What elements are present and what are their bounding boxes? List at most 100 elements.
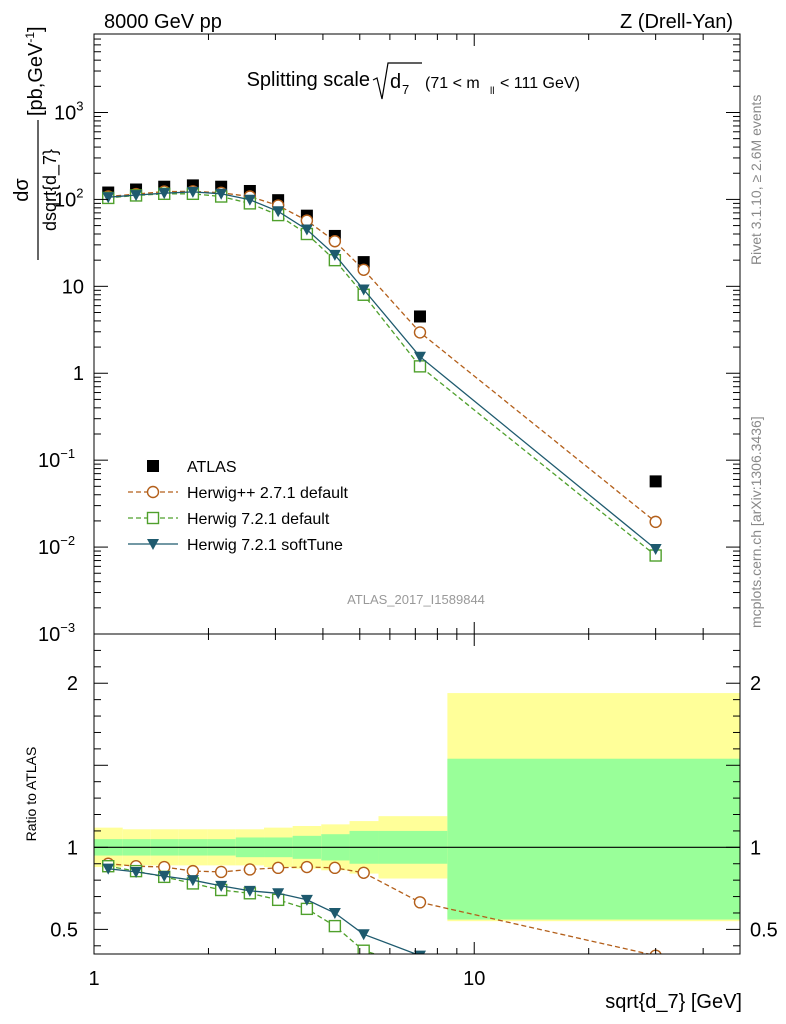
- legend-label-3: Herwig 7.2.1 softTune: [187, 537, 343, 554]
- ratio-plot-frame: [93, 633, 741, 955]
- analysis-id: ATLAS_2017_I1589844: [347, 592, 485, 607]
- ylabel-unit-sup: -1: [23, 32, 37, 43]
- legend-label-0: ATLAS: [187, 459, 237, 476]
- main-series-3-point-1: [130, 190, 143, 202]
- ratio-series-1-point-9: [357, 944, 370, 954]
- y-tick-label-4: 10: [62, 276, 84, 298]
- uncertainty-band-green-11: [447, 758, 740, 920]
- y-tick-label-6: 103: [54, 98, 83, 124]
- main-series-3-point-0: [102, 192, 115, 204]
- ratio-series-2-point-1: [130, 866, 143, 878]
- series-2: [102, 187, 662, 562]
- y-axis-label: dσ dsqrt{d_7} [pb,GeV-1]: [11, 26, 61, 260]
- main-series-1-point-7: [300, 214, 314, 227]
- ylabel-den: dsqrt{d_7}: [40, 149, 61, 231]
- main-series-3-point-7: [300, 224, 313, 236]
- main-series-3-point-4: [215, 188, 228, 200]
- ylabel-unit: [pb,GeV-1]: [23, 26, 47, 116]
- main-series-3-point-11: [649, 544, 662, 556]
- plot-title: Splitting scale d 7 (71 < m ll < 111 GeV…: [247, 62, 580, 100]
- ratio-series-2-point-11: [650, 979, 662, 990]
- ratio-y-tick-label-left-1: 1: [67, 837, 78, 859]
- ratio-y-tick-label-left-2: 2: [67, 673, 78, 695]
- header-right: Z (Drell-Yan): [620, 11, 733, 33]
- legend-label-2: Herwig 7.2.1 default: [187, 511, 330, 528]
- ratio-series-0-point-10: [413, 896, 427, 909]
- y-tick-label-0: 10−3: [38, 620, 75, 646]
- ratio-y-tick-label-right-1: 1: [750, 837, 761, 859]
- legend-label-1: Herwig++ 2.7.1 default: [187, 485, 349, 502]
- ratio-series-2-point-3: [186, 875, 199, 887]
- ylabel-num: dσ: [11, 178, 33, 202]
- ratio-series-0: [102, 857, 662, 954]
- main-series-3-point-3: [186, 186, 199, 198]
- ratio-series-0-point-7: [300, 860, 314, 874]
- y-tick-label-1: 10−2: [38, 533, 75, 559]
- legend-marker-2: [146, 511, 160, 525]
- main-series-3-point-6: [272, 206, 285, 218]
- main-series-1-point-11: [649, 515, 662, 529]
- ratio-y-tick-label-right-2: 2: [750, 673, 761, 695]
- ratio-series-2-line: [108, 868, 418, 954]
- series-3: [102, 186, 662, 556]
- main-series-1-point-9: [357, 263, 370, 276]
- legend-entry-2: Herwig 7.2.1 default: [128, 511, 330, 528]
- y-tick-label-3: 1: [73, 363, 84, 385]
- ylabel-unit-text: [pb,GeV: [25, 42, 47, 116]
- y-tick-label-5: 102: [54, 185, 83, 211]
- ratio-plot-panel: 0.5 0.5 1 1 2 2 1 10: [50, 633, 778, 990]
- legend-entry-1: Herwig++ 2.7.1 default: [128, 485, 349, 502]
- legend: ATLAS Herwig++ 2.7.1 default Herwig 7.2.1 …: [128, 459, 349, 554]
- ratio-series-2-point-2: [158, 871, 171, 883]
- legend-marker-0: [147, 460, 159, 472]
- legend-entry-0: ATLAS: [147, 459, 237, 476]
- ratio-series-0-point-9: [357, 866, 370, 879]
- main-series-3-line: [108, 191, 657, 550]
- ratio-y-tick-label-left-0: 0.5: [50, 919, 78, 941]
- ratio-series-2: [102, 863, 662, 990]
- sqrt-sign: [372, 62, 422, 100]
- main-series-1-point-10: [413, 326, 427, 339]
- ratio-series-2-point-9: [357, 929, 370, 941]
- main-plot-panel: 10−3 10−2 10−1 1 10 102 103: [38, 33, 741, 646]
- ylabel-unit-end: ]: [25, 26, 47, 32]
- ratio-series-2-point-0: [102, 863, 115, 875]
- title-cut-sub: ll: [490, 86, 494, 97]
- ratio-series-0-point-3: [186, 864, 200, 878]
- ratio-y-label: Ratio to ATLAS: [23, 747, 39, 842]
- main-series-3-point-9: [357, 284, 370, 296]
- main-series-3-point-2: [158, 188, 171, 200]
- legend-marker-3: [147, 539, 159, 550]
- main-series-3-point-5: [243, 194, 256, 206]
- ratio-series-2-point-6: [272, 888, 285, 900]
- series-0: [102, 179, 662, 488]
- title-symbol-sub: 7: [402, 82, 409, 97]
- ratio-series-2-point-5: [243, 885, 256, 897]
- y-tick-label-2: 10−1: [38, 446, 75, 472]
- ratio-series-0-point-8: [328, 861, 342, 875]
- ratio-series-2-point-10: [413, 950, 426, 954]
- ratio-series-2-point-8: [328, 907, 341, 919]
- ratio-series-0-point-5: [243, 863, 257, 876]
- title-text: Splitting scale: [247, 69, 370, 91]
- legend-entry-3: Herwig 7.2.1 softTune: [128, 537, 343, 554]
- series-1: [102, 185, 662, 529]
- main-series-3-point-8: [328, 249, 341, 261]
- ratio-series-1-point-10: [414, 962, 425, 973]
- mcplots-reference: mcplots.cern.ch [arXiv:1306.3436]: [748, 416, 764, 628]
- main-series-0-point-11: [649, 475, 662, 488]
- title-symbol: d: [390, 71, 401, 93]
- header-left: 8000 GeV pp: [104, 11, 222, 33]
- ratio-series-0-point-4: [214, 865, 228, 879]
- main-series-0-point-10: [413, 310, 426, 323]
- title-cut-end: < 111 GeV): [500, 75, 580, 92]
- rivet-version: Rivet 3.1.10, ≥ 2.6M events: [748, 95, 764, 265]
- x-axis-label: sqrt{d_7} [GeV]: [605, 991, 742, 1013]
- ratio-series-2-point-7: [300, 894, 313, 906]
- x-tick-label-1: 10: [463, 968, 485, 990]
- x-tick-label-0: 1: [88, 968, 99, 990]
- main-series-3-point-10: [413, 351, 426, 363]
- title-cut: (71 < m: [425, 75, 480, 92]
- legend-marker-1: [146, 485, 160, 499]
